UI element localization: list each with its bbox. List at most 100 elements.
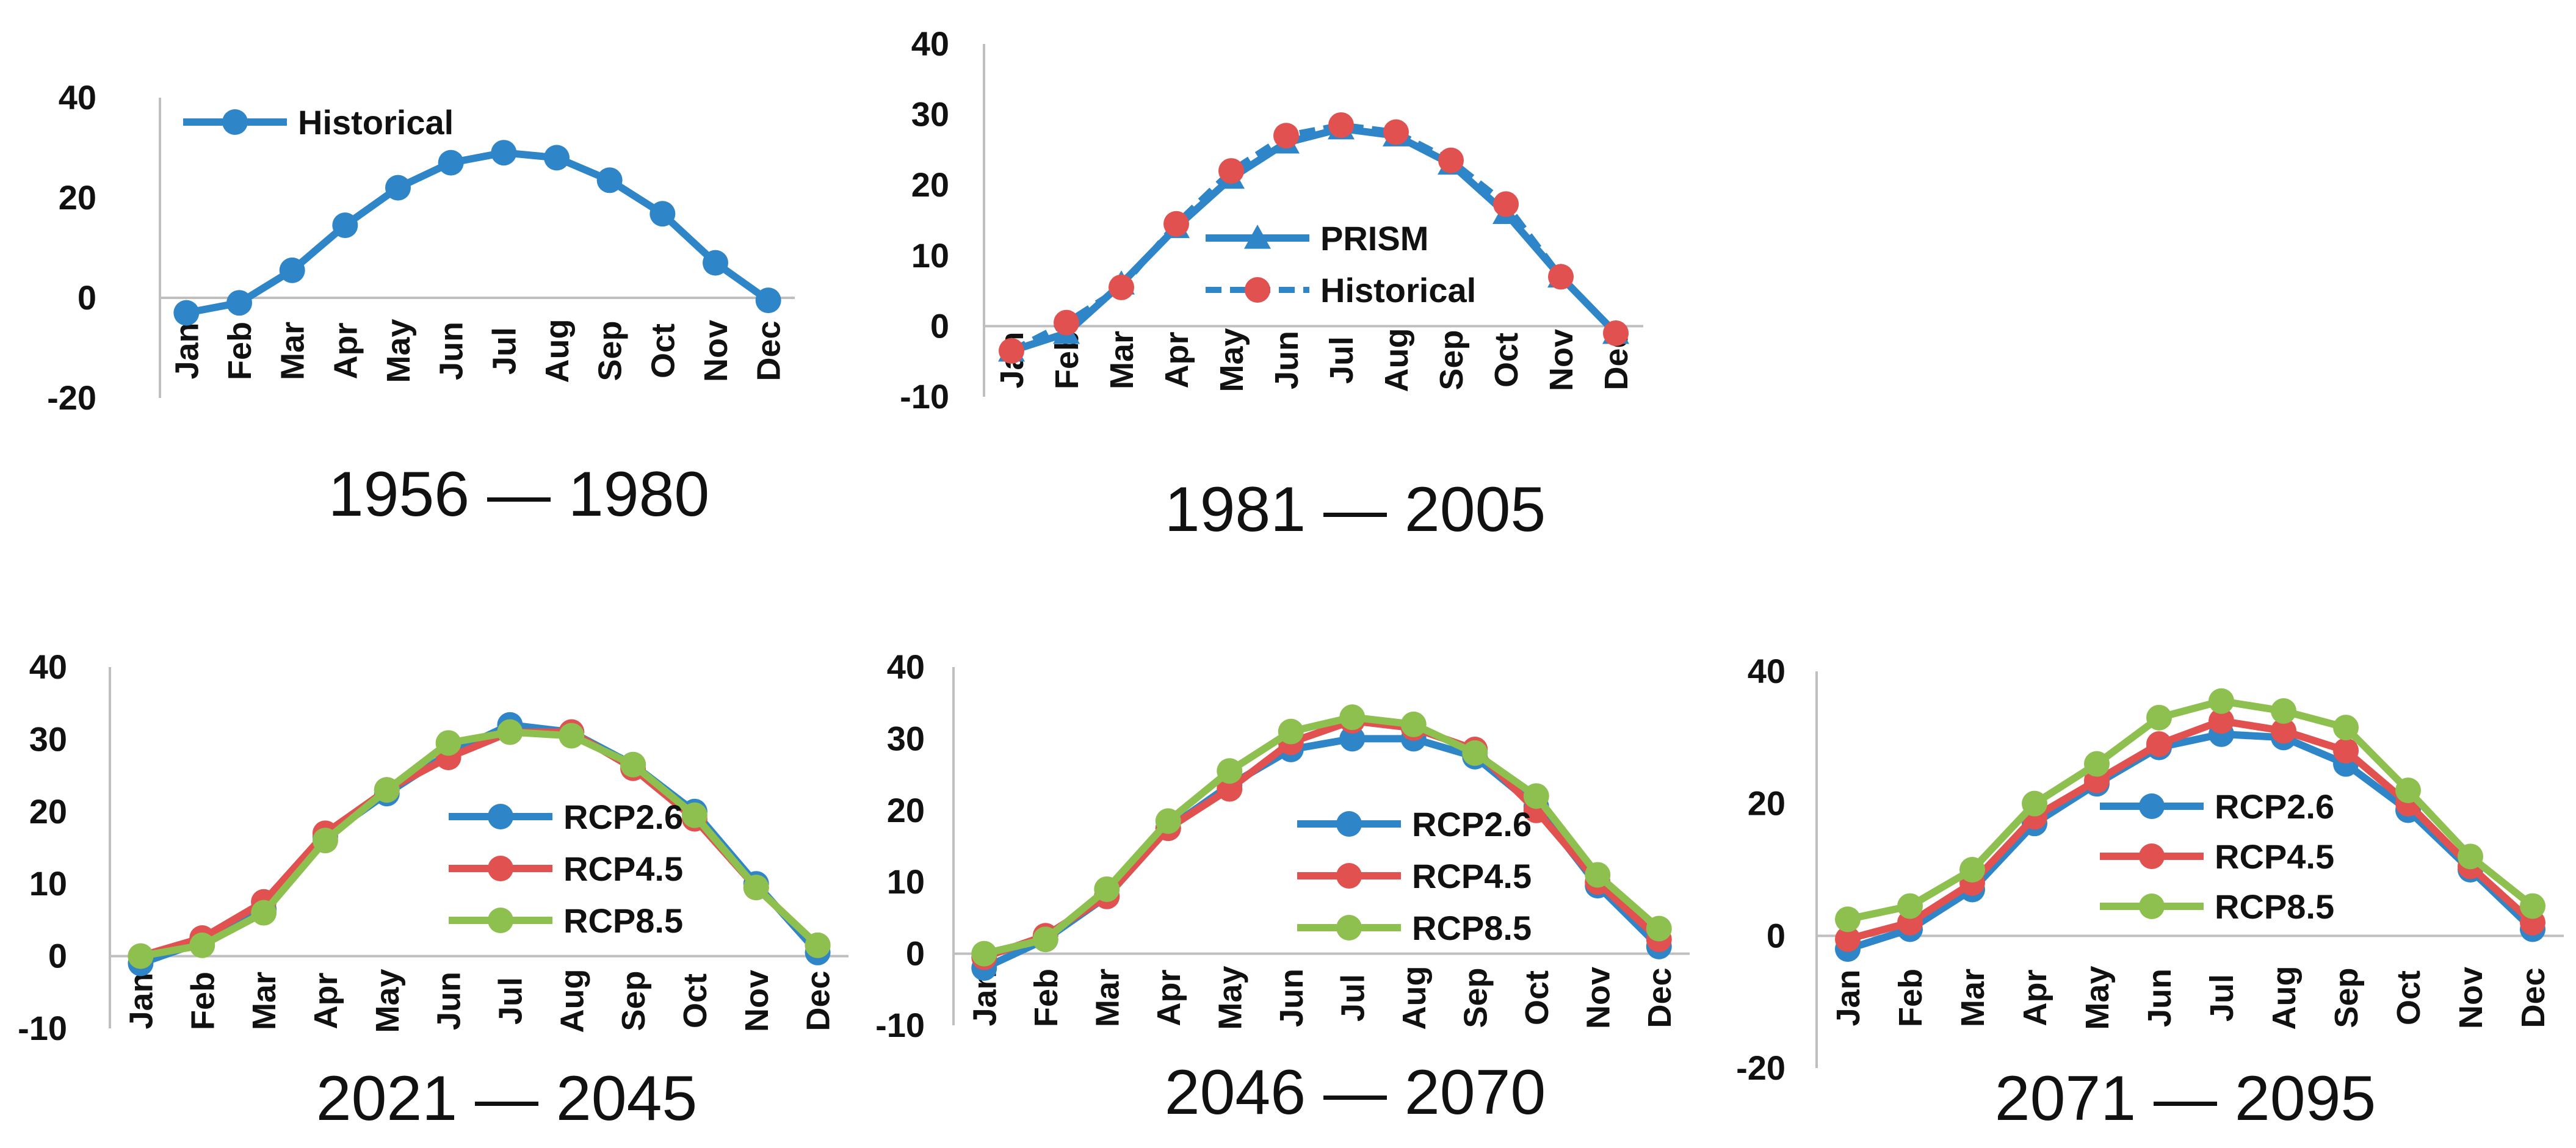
x-tick-label: Oct	[677, 973, 714, 1028]
y-tick-label: 0	[906, 934, 925, 973]
data-point	[1217, 776, 1243, 802]
x-tick-label: Apr	[1151, 970, 1187, 1027]
legend-marker	[1336, 811, 1362, 837]
data-point	[1328, 112, 1354, 138]
x-tick-label: Nov	[739, 970, 775, 1032]
legend-label: RCP8.5	[563, 901, 683, 940]
x-tick-label: Mar	[1104, 331, 1140, 389]
data-point	[1438, 147, 1464, 173]
y-tick-label: -20	[47, 378, 96, 417]
x-tick-label: Feb	[184, 972, 221, 1030]
y-tick-label: 40	[911, 24, 949, 63]
x-tick-label: Oct	[1519, 970, 1555, 1025]
data-point	[2271, 698, 2296, 724]
y-tick-label: 40	[59, 78, 96, 117]
legend-label: RCP2.6	[563, 798, 683, 836]
x-tick-label: Oct	[2390, 970, 2427, 1025]
data-point	[1218, 158, 1244, 184]
series-line	[1010, 121, 1618, 354]
x-tick-label: Jun	[2141, 969, 2178, 1027]
series-line	[980, 713, 1663, 958]
data-point	[1548, 264, 1574, 290]
data-point	[2084, 751, 2110, 777]
data-point	[743, 875, 769, 901]
y-tick-label: -20	[1736, 1049, 1785, 1087]
x-tick-label: Jul	[492, 977, 529, 1025]
data-point	[332, 212, 358, 239]
legend-label: RCP4.5	[2215, 837, 2334, 876]
series-rcp8-5	[128, 719, 831, 969]
chart-title: 1981 — 2005	[1165, 474, 1546, 545]
x-tick-label: Sep	[1457, 967, 1494, 1028]
x-tick-label: Apr	[1159, 332, 1195, 389]
series-line	[980, 717, 1663, 961]
x-tick-label: Jan	[1830, 969, 1867, 1026]
data-point	[435, 730, 461, 756]
y-tick-label: 20	[29, 792, 67, 831]
y-tick-label: 20	[911, 165, 949, 204]
x-tick-label: Mar	[1955, 969, 1991, 1027]
series-rcp2-6	[971, 726, 1672, 981]
y-tick-label: 40	[1748, 652, 1785, 690]
data-point	[2146, 704, 2172, 731]
y-tick-label: 30	[29, 720, 67, 758]
data-point	[1959, 857, 1985, 883]
legend-marker	[222, 109, 248, 135]
legend-label: RCP4.5	[1412, 857, 1532, 895]
series-historical	[173, 140, 781, 326]
data-point	[128, 943, 154, 969]
x-tick-label: Mar	[275, 322, 311, 380]
series-rcp8-5	[1835, 688, 2545, 933]
legend-label: Historical	[1320, 271, 1476, 309]
series-line	[1844, 730, 2536, 953]
series-rcp8-5	[971, 704, 1672, 967]
legend-marker	[488, 804, 513, 829]
y-tick-label: 20	[1748, 784, 1785, 823]
data-point	[2458, 843, 2483, 870]
x-tick-label: Mar	[246, 972, 283, 1030]
series-historical	[999, 112, 1629, 364]
y-tick-label: 10	[29, 864, 67, 903]
data-point	[2333, 715, 2359, 741]
legend-marker	[1336, 915, 1362, 940]
chart-panel-5: -20 0 20 40 Jan Feb Mar Apr May Jun Jul Aug Sep Oct No…	[1736, 652, 2564, 1134]
legend: PRISM Historical	[1206, 219, 1476, 309]
data-point	[173, 300, 200, 326]
x-tick-label: Jun	[433, 322, 470, 380]
x-tick-label: May	[369, 969, 406, 1033]
x-tick-label: Apr	[327, 323, 364, 380]
data-point	[559, 723, 585, 749]
legend-label: Historical	[298, 103, 454, 142]
y-tick-label: 30	[887, 719, 925, 757]
legend: Historical	[183, 103, 454, 142]
series-rcp2-6	[128, 712, 831, 977]
x-tick-label: Aug	[1378, 328, 1415, 392]
chart-title: 2021 — 2045	[316, 1063, 698, 1134]
x-tick-label: Aug	[539, 319, 576, 383]
chart-panel-1: -20 0 20 40 Jan Feb Mar Apr May Jun Jul Aug Sep Oct No…	[47, 78, 795, 530]
legend-marker	[488, 856, 513, 881]
data-point	[1339, 726, 1366, 752]
y-tick-label: 10	[911, 236, 949, 275]
y-tick-label: 10	[887, 862, 925, 901]
data-point	[251, 900, 277, 926]
x-tick-label: May	[1212, 966, 1248, 1030]
x-tick-label: Jul	[486, 327, 523, 375]
data-point	[312, 828, 338, 854]
data-point	[649, 201, 676, 227]
data-point	[1109, 274, 1134, 300]
chart-title: 1956 — 1980	[328, 459, 710, 530]
y-tick-label: 30	[911, 95, 949, 134]
series-line	[1008, 125, 1619, 355]
x-tick-label: May	[1214, 328, 1250, 392]
data-point	[2333, 738, 2359, 764]
legend-marker	[2139, 893, 2165, 919]
x-tick-label: Sep	[615, 970, 652, 1031]
x-tick-label: Dec	[800, 970, 837, 1031]
data-point	[703, 250, 728, 276]
data-point	[1585, 862, 1611, 888]
data-point	[279, 257, 305, 283]
data-point	[491, 140, 517, 166]
